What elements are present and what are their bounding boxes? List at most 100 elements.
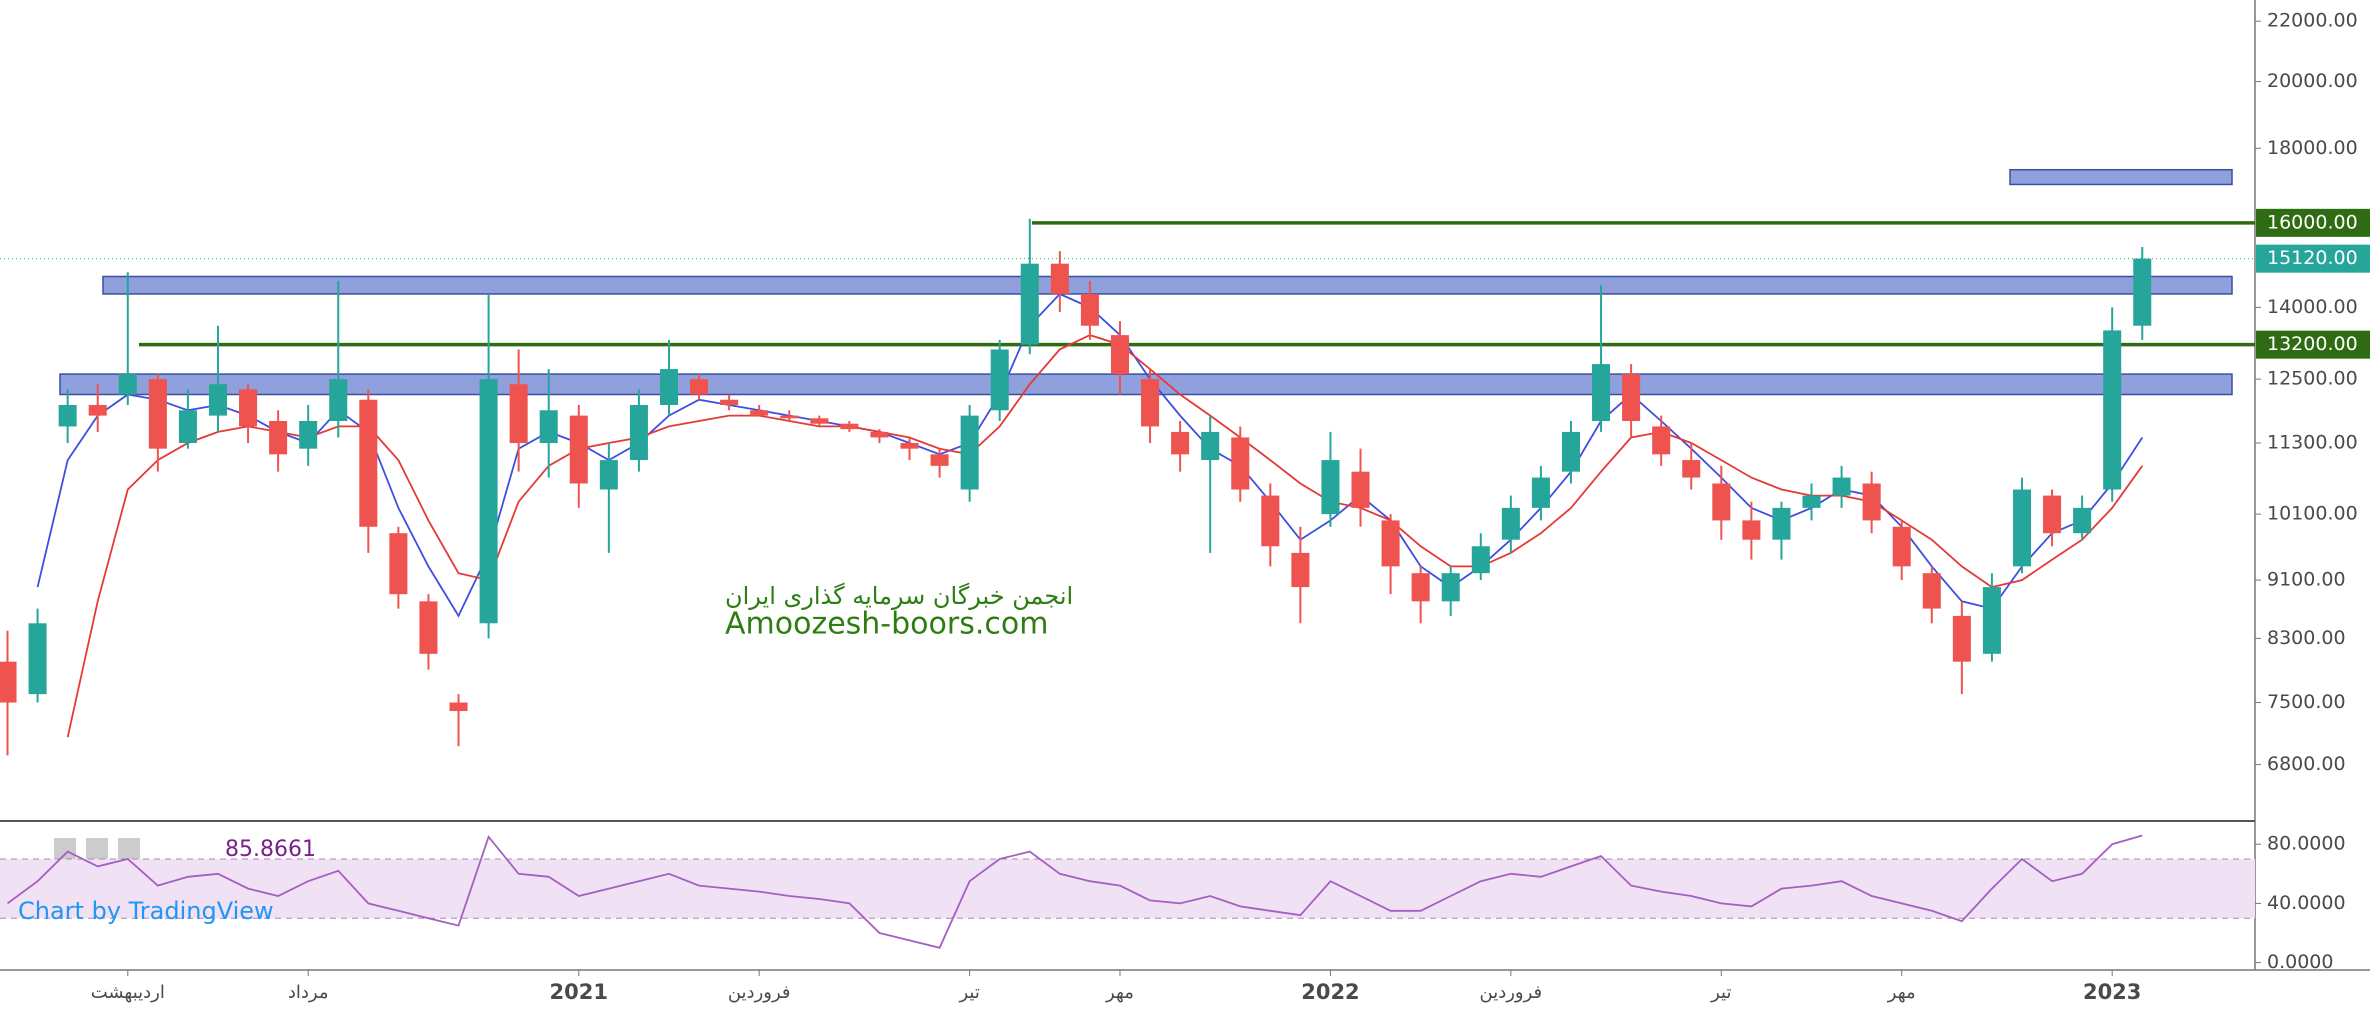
y-tick-label: 20000.00 (2267, 70, 2358, 92)
last-price-tag (2256, 244, 2370, 273)
candle-body (208, 384, 228, 416)
candle-body (479, 379, 498, 624)
candle-body (1682, 460, 1701, 478)
candle-body (1892, 526, 1911, 567)
candle-body (389, 533, 408, 595)
x-tick-label: اردیبهشت (91, 982, 165, 1003)
level-tag (2256, 330, 2370, 359)
y-tick-label: 40.0000 (2267, 892, 2346, 914)
y-tick-label: 7500.00 (2267, 691, 2346, 713)
rsi-value: 85.8661 (225, 837, 316, 862)
candle-body (359, 399, 378, 527)
candle-body (1802, 495, 1821, 508)
candle-body (1381, 520, 1400, 567)
x-tick-label: 2021 (550, 980, 608, 1004)
x-tick-label: 2022 (1301, 980, 1359, 1004)
y-tick-label: 9100.00 (2267, 569, 2346, 591)
candle-body (629, 404, 648, 461)
candle-body (1862, 483, 1881, 521)
candle-body (930, 454, 949, 466)
candle-body (1742, 520, 1761, 540)
icon[interactable] (54, 838, 76, 860)
candle-body (750, 410, 769, 416)
x-tick-label: مهر (1887, 982, 1916, 1003)
icon[interactable] (86, 838, 108, 860)
candle-body (178, 410, 197, 444)
y-tick-label: 22000.00 (2267, 10, 2358, 32)
candle-body (2103, 330, 2122, 490)
watermark-title: انجمن خبرگان سرمایه گذاری ایران (725, 582, 1073, 610)
candle-body (118, 374, 137, 395)
candle-body (780, 415, 799, 419)
candle-body (1922, 573, 1941, 609)
y-tick-label: 0.0000 (2267, 951, 2333, 973)
level-tag (2256, 208, 2370, 237)
candle-body (269, 421, 288, 455)
candle-body (1231, 437, 1250, 490)
candle-body (539, 410, 558, 444)
candle-body (1321, 460, 1340, 515)
x-tick-label: مهر (1105, 982, 1134, 1003)
x-tick-label: فروردین (728, 982, 791, 1003)
candle-body (1441, 573, 1460, 602)
x-tick-label: تیر (1710, 982, 1731, 1003)
candle-body (870, 431, 889, 438)
candle-body (1952, 615, 1971, 662)
credit: Chart by TradingView (18, 897, 274, 925)
watermark-site: Amoozesh-boors.com (725, 607, 1048, 642)
candle-body (239, 389, 258, 427)
candle-body (1531, 477, 1550, 508)
candle-body (1832, 477, 1851, 496)
candle-body (1201, 431, 1220, 461)
candle-body (1291, 552, 1310, 588)
candle-body (1261, 495, 1280, 547)
candle-body (659, 369, 679, 405)
candle-body (900, 443, 919, 449)
candle-body (1171, 431, 1190, 455)
level-label: 16000.00 (2267, 211, 2358, 233)
candle-body (28, 623, 47, 695)
indicator-line (66, 334, 2144, 738)
candle-body (960, 415, 979, 490)
candle-body (1020, 263, 1039, 345)
candle-body (569, 415, 588, 484)
candle-body (1411, 573, 1430, 602)
candle-body (1050, 263, 1069, 294)
indicator-line (6, 834, 2143, 949)
candle-body (0, 661, 17, 703)
candle-body (329, 379, 348, 422)
candle-body (1592, 364, 1611, 422)
candle-body (1141, 379, 1160, 427)
candle-body (2133, 258, 2152, 326)
candle-body (1652, 426, 1671, 455)
last-price-label: 15120.00 (2267, 247, 2358, 269)
y-tick-label: 14000.00 (2267, 296, 2358, 318)
y-tick-label: 12500.00 (2267, 368, 2358, 390)
rsi-icons (54, 838, 140, 860)
candle-body (2073, 507, 2092, 534)
candle-body (1772, 507, 1791, 540)
candle-body (810, 418, 829, 424)
y-tick-label: 6800.00 (2267, 753, 2346, 775)
candle-body (2012, 489, 2032, 567)
level-label: 13200.00 (2267, 333, 2358, 355)
x-tick-label: فروردین (1480, 982, 1543, 1003)
candle-body (1110, 335, 1130, 375)
candle-body (840, 423, 859, 430)
y-tick-label: 8300.00 (2267, 627, 2346, 649)
candle-body (449, 702, 468, 712)
candle-body (148, 379, 167, 449)
candle-body (299, 421, 318, 449)
candle-body (1080, 293, 1099, 326)
candle-body (2043, 495, 2062, 534)
candle-body (419, 601, 438, 654)
candle-body (1351, 471, 1370, 508)
candle-body (990, 349, 1009, 411)
y-tick-label: 80.0000 (2267, 833, 2346, 855)
candle-body (509, 384, 528, 444)
zone (2009, 168, 2233, 186)
icon[interactable] (118, 838, 140, 860)
candle-body (720, 399, 739, 405)
